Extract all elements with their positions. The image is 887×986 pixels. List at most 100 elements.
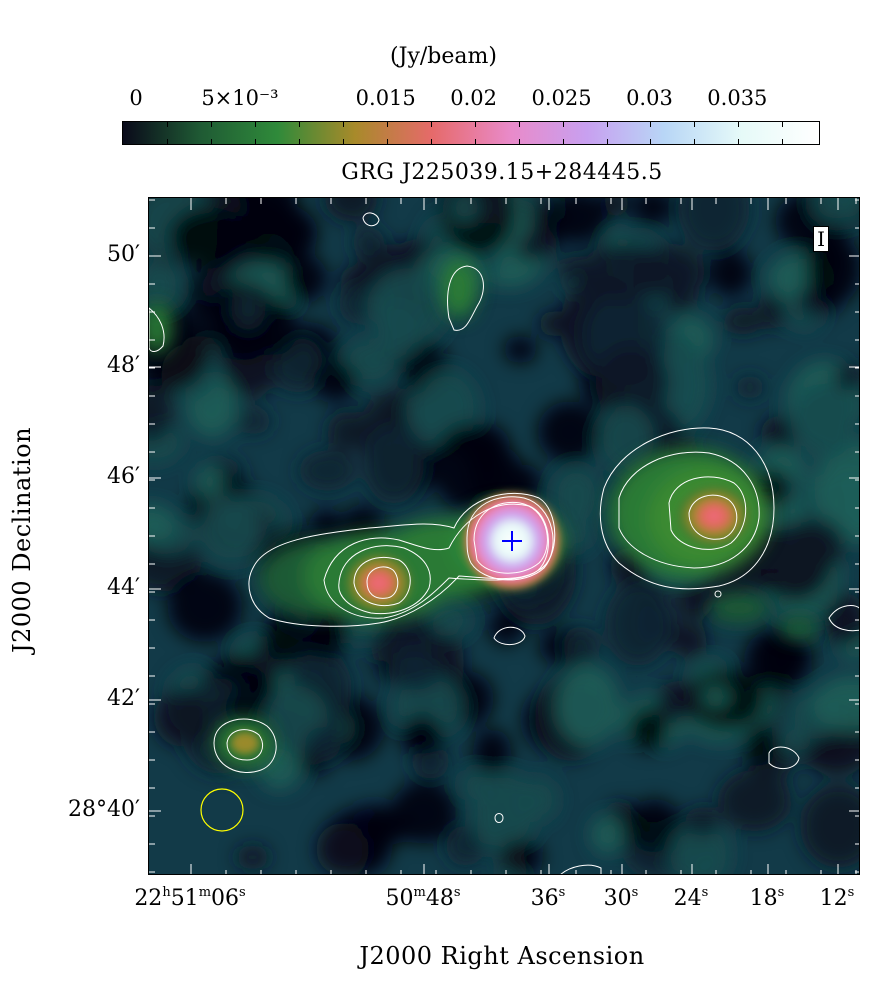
x-tick-label: 22h51m06s — [134, 885, 246, 911]
radio-image-panel[interactable]: I — [148, 197, 860, 875]
noise-blob — [487, 608, 524, 646]
noise-blob — [671, 623, 708, 658]
noise-blob — [744, 723, 778, 767]
noise-blob — [717, 770, 792, 832]
noise-blob — [657, 680, 698, 723]
y-tick-labels: 50′ 48′ 46′ 44′ 42′ 28°40′ — [0, 0, 140, 986]
colorbar-tick — [738, 122, 740, 127]
contour-line — [338, 545, 431, 615]
y-tick-label: 50′ — [107, 242, 140, 267]
x-tick-labels: 22h51m06s 50m48s 36s 30s 24s 18s 12s — [0, 885, 887, 925]
noise-blob — [149, 503, 176, 543]
colorbar-tick-label: 0.015 — [355, 86, 416, 110]
noise-blob — [724, 307, 762, 335]
contour-line — [473, 501, 548, 574]
noise-blob — [473, 198, 511, 225]
noise-blob — [800, 785, 859, 868]
noise-blob — [597, 405, 655, 473]
colorbar-tick-label: 0.02 — [450, 86, 498, 110]
noise-blob — [305, 727, 341, 761]
contour-line — [714, 590, 722, 598]
noise-blob — [284, 254, 328, 302]
colorbar-tick — [518, 122, 520, 127]
colorbar-tick-labels: 0 5×10⁻³ 0.015 0.02 0.025 0.03 0.035 — [122, 86, 820, 116]
contour-line — [828, 605, 859, 632]
x-tick-label: 18s — [749, 885, 785, 911]
noise-blob — [194, 464, 224, 499]
noise-blob — [669, 818, 733, 874]
noise-blob — [631, 198, 674, 226]
noise-blob — [316, 823, 369, 874]
colorbar — [122, 121, 820, 145]
noise-blob — [537, 401, 601, 463]
contour-line — [599, 427, 775, 590]
contour-line — [768, 746, 800, 770]
x-tick-label: 36s — [530, 885, 566, 911]
noise-blob — [708, 249, 753, 298]
noise-blob — [240, 203, 318, 263]
noise-blob — [236, 408, 271, 435]
colorbar-tick — [474, 139, 476, 144]
noise-blob — [545, 198, 608, 244]
noise-blob — [605, 582, 671, 666]
contour-line — [366, 566, 399, 599]
colorbar-tick — [474, 122, 476, 127]
colorbar-tick-label: 0.03 — [626, 86, 673, 110]
colorbar-tick — [782, 122, 784, 127]
noise-blob — [306, 618, 347, 659]
noise-blob — [149, 382, 174, 442]
contour-line — [618, 451, 760, 569]
noise-blob — [812, 675, 859, 733]
x-tick-label: 24s — [673, 885, 709, 911]
noise-blob — [262, 614, 306, 662]
contour-line — [213, 718, 277, 773]
contour-line — [493, 626, 526, 645]
colorbar-tick-label: 0.035 — [707, 86, 768, 110]
colorbar-tick — [606, 122, 608, 127]
noise-blob — [627, 798, 683, 853]
noise-blob — [555, 664, 621, 746]
noise-blob — [149, 259, 183, 313]
colorbar-tick — [738, 139, 740, 144]
colorbar-tick — [166, 122, 168, 127]
noise-blob — [363, 426, 424, 504]
colorbar-tick — [562, 122, 564, 127]
noise-blob — [338, 284, 375, 324]
colorbar-tick — [298, 122, 300, 127]
y-tick-label: 28°40′ — [68, 797, 140, 822]
contour-line — [226, 729, 263, 761]
colorbar-tick — [430, 139, 432, 144]
noise-blob — [685, 806, 719, 837]
x-tick-label: 30s — [603, 885, 639, 911]
y-tick-label: 44′ — [107, 575, 140, 600]
colorbar-tick — [210, 139, 212, 144]
colorbar-tick — [298, 139, 300, 144]
contour-line — [494, 813, 504, 823]
noise-blob — [735, 375, 765, 399]
emission-blob — [779, 616, 819, 640]
noise-blob — [224, 687, 273, 728]
noise-blob — [678, 198, 750, 251]
compact-source — [231, 732, 259, 754]
image-title: GRG J225039.15+284445.5 — [341, 160, 663, 185]
noise-blob — [388, 650, 441, 690]
noise-blob — [299, 450, 356, 491]
contour-line — [362, 212, 380, 227]
noise-blob — [428, 603, 471, 637]
noise-blob — [503, 335, 538, 364]
beam-ellipse — [200, 788, 244, 832]
noise-blob — [327, 411, 369, 453]
noise-blob — [757, 293, 786, 330]
contour-line — [149, 307, 165, 352]
noise-blob — [169, 207, 247, 269]
noise-blob — [628, 707, 669, 751]
noise-blob — [230, 287, 266, 331]
x-axis-title: J2000 Right Ascension — [359, 942, 645, 970]
noise-blob — [790, 383, 858, 460]
noise-blob — [551, 465, 602, 527]
contour-line — [688, 494, 738, 540]
y-tick-label: 42′ — [107, 686, 140, 711]
noise-blob — [590, 814, 624, 855]
noise-blob — [449, 198, 479, 225]
colorbar-tick — [562, 139, 564, 144]
